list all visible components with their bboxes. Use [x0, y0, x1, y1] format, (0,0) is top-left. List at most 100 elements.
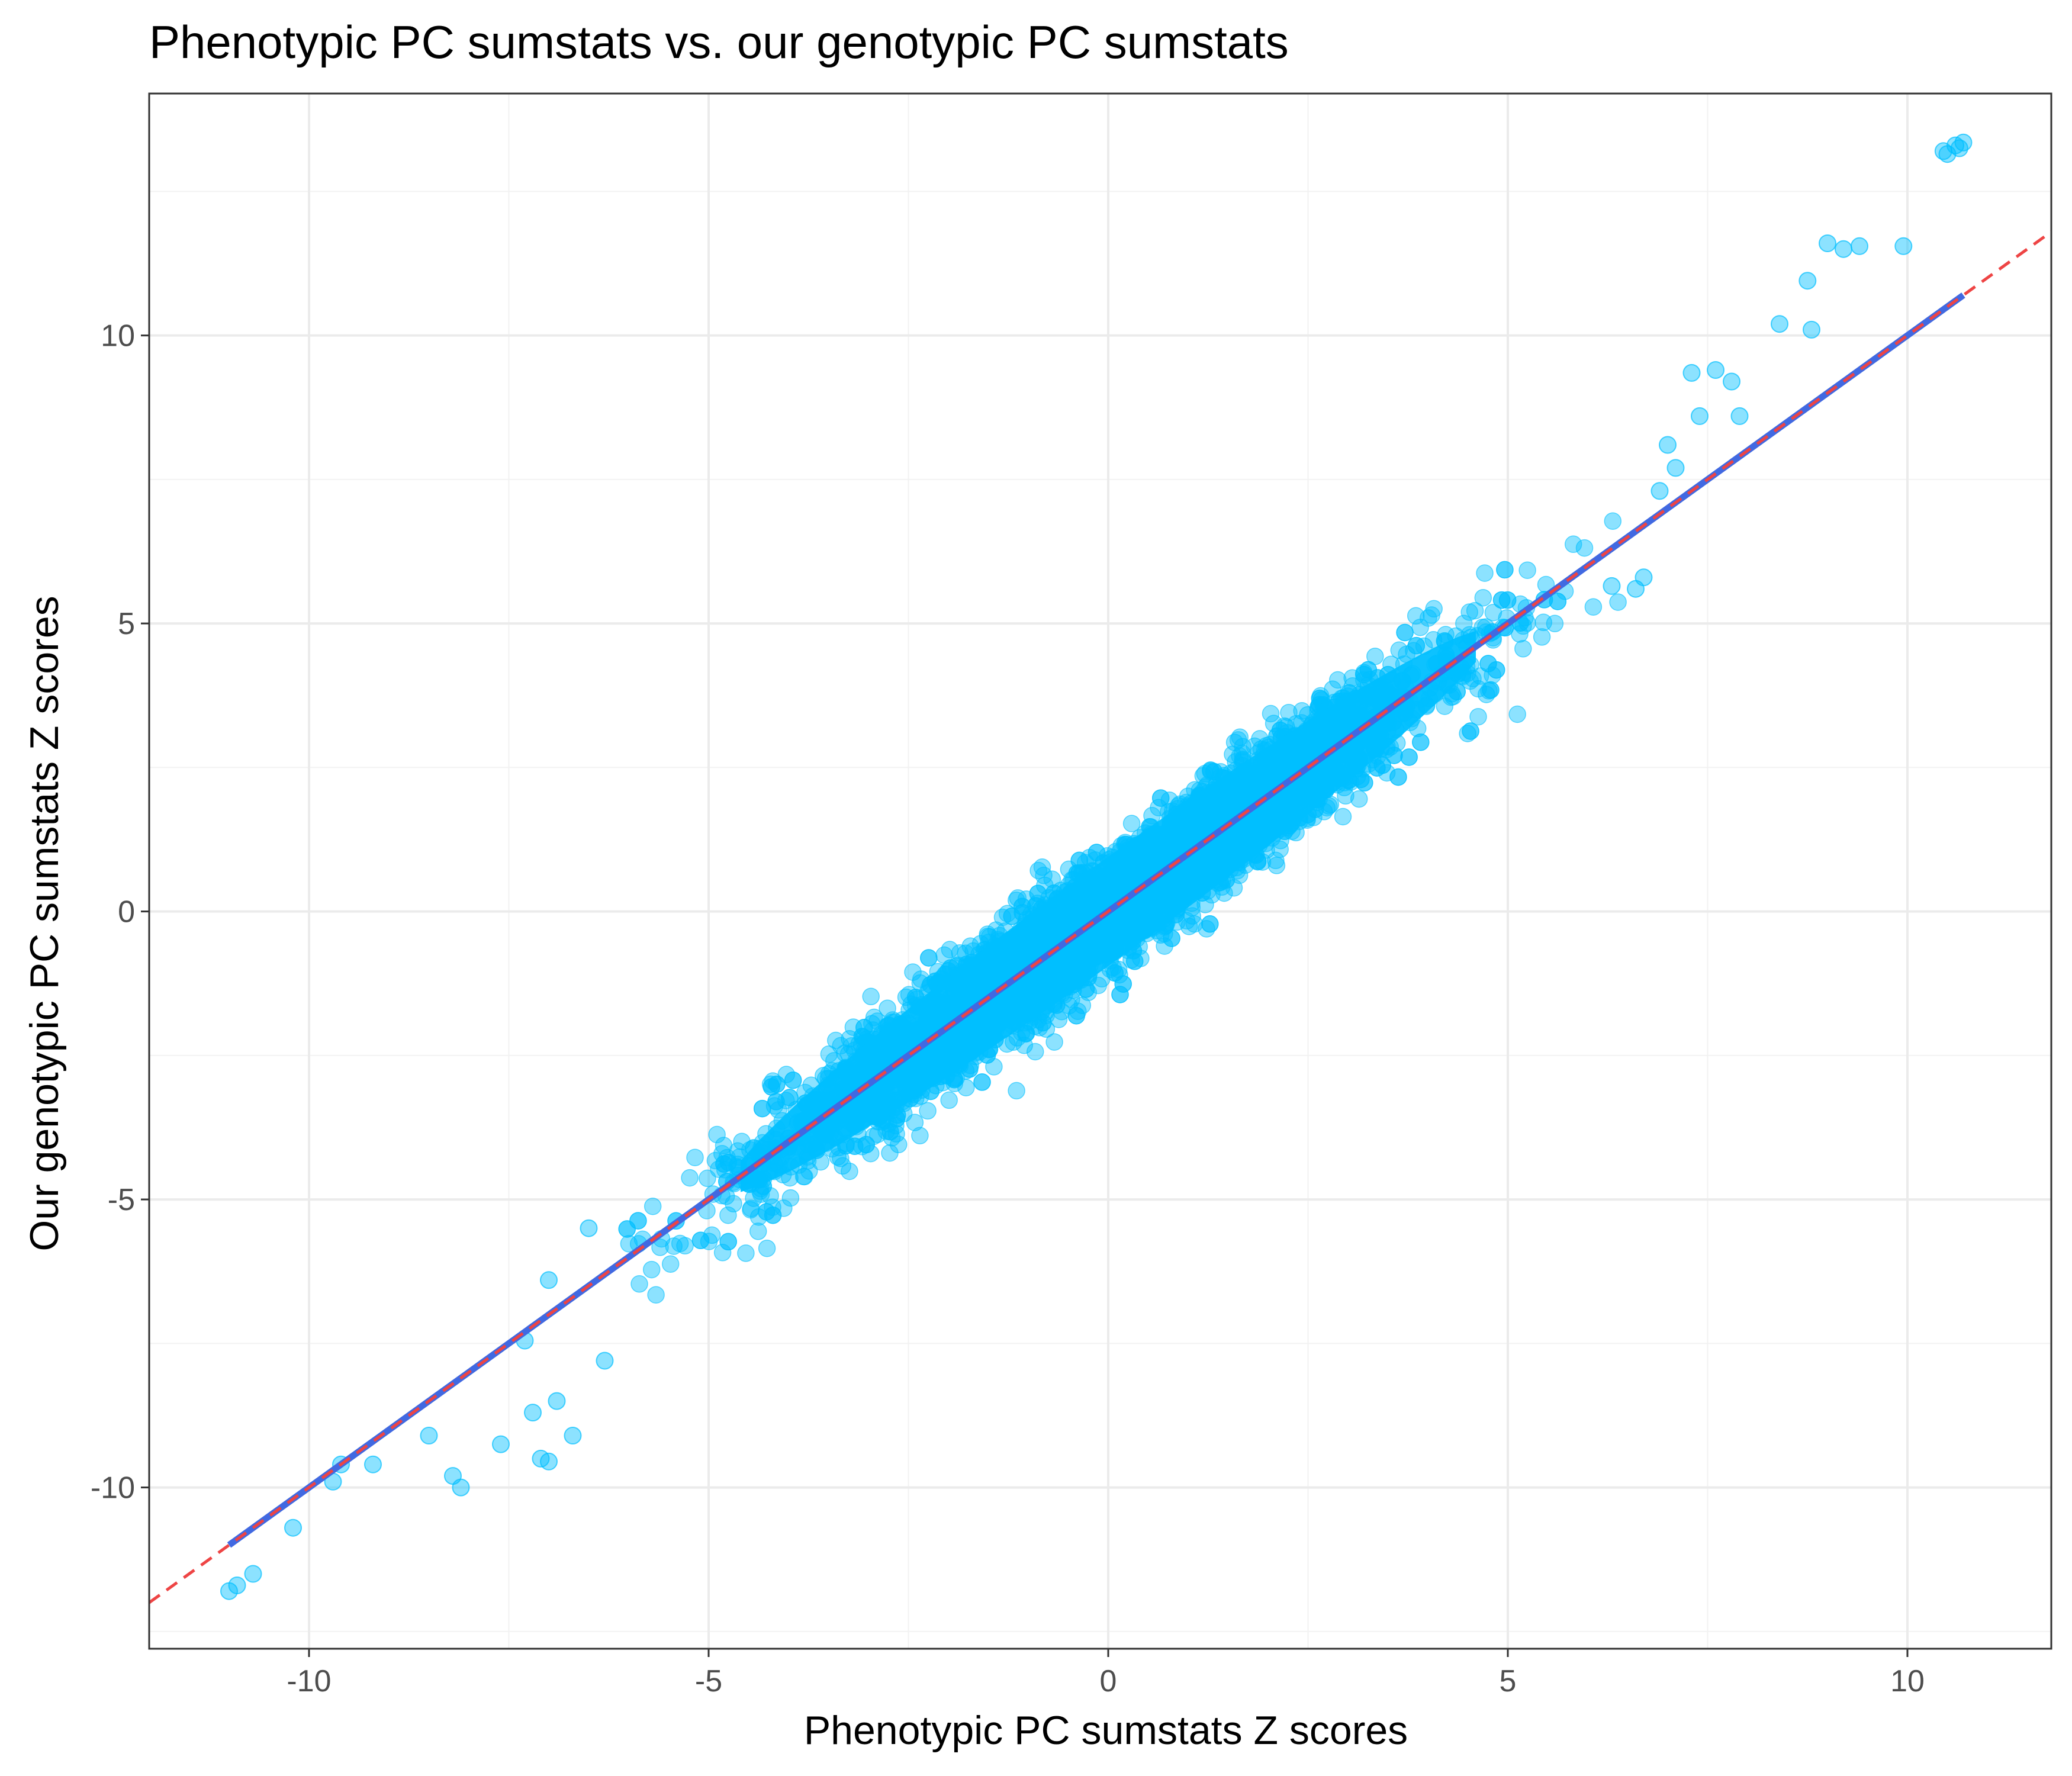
data-point — [686, 1148, 704, 1166]
data-point — [1396, 623, 1414, 642]
data-point — [1609, 593, 1627, 611]
data-point — [834, 1157, 852, 1175]
data-point — [820, 1045, 838, 1063]
data-point — [1196, 896, 1214, 913]
data-point — [1329, 671, 1347, 689]
data-point — [887, 1110, 906, 1128]
data-point — [647, 1286, 665, 1304]
data-point — [1584, 598, 1603, 616]
data-point — [708, 1125, 726, 1144]
data-point — [644, 1197, 662, 1215]
data-point — [1234, 738, 1251, 755]
data-point — [1604, 512, 1622, 530]
data-point — [1026, 1043, 1044, 1061]
data-point — [1334, 807, 1352, 826]
data-point — [661, 1255, 680, 1273]
data-point — [1462, 722, 1479, 740]
data-point — [1460, 603, 1478, 621]
data-point — [993, 908, 1012, 926]
data-point — [651, 1238, 669, 1256]
data-point — [713, 1244, 732, 1262]
data-point — [1151, 789, 1170, 807]
data-point — [979, 925, 996, 943]
data-point — [642, 1260, 661, 1279]
data-point — [758, 1203, 776, 1221]
data-point — [1407, 636, 1426, 655]
data-point — [862, 987, 880, 1006]
data-point — [855, 1019, 873, 1037]
data-point — [1310, 696, 1328, 714]
data-point — [911, 1127, 929, 1145]
data-point — [879, 999, 896, 1017]
data-point — [1156, 937, 1173, 955]
data-point — [1311, 689, 1329, 707]
data-point — [1079, 983, 1098, 1002]
data-point — [1231, 728, 1249, 746]
data-point — [1474, 588, 1492, 607]
data-point — [1008, 1082, 1025, 1100]
data-point — [1419, 609, 1437, 627]
data-point — [1466, 601, 1484, 620]
data-point — [1549, 593, 1567, 610]
data-point — [1067, 1006, 1085, 1025]
data-point — [1045, 1033, 1063, 1051]
grid-layer — [149, 94, 2051, 1649]
data-point — [1293, 702, 1311, 720]
data-point — [753, 1099, 771, 1118]
data-point — [1111, 986, 1129, 1003]
data-point — [781, 1189, 800, 1207]
data-point — [1080, 848, 1099, 867]
data-point — [1350, 790, 1368, 808]
data-point — [1469, 707, 1487, 726]
data-point — [1073, 996, 1092, 1014]
data-point — [1496, 561, 1514, 579]
data-point — [1043, 870, 1061, 888]
data-point — [630, 1275, 648, 1293]
data-point — [1070, 851, 1088, 870]
data-point — [1122, 815, 1141, 832]
data-point — [758, 1239, 776, 1257]
data-point — [1287, 823, 1305, 842]
data-point — [1088, 844, 1106, 861]
data-point — [1231, 747, 1249, 765]
data-point — [1177, 912, 1196, 930]
data-point — [1484, 603, 1502, 622]
data-point — [1564, 535, 1582, 554]
data-point — [1518, 614, 1536, 632]
data-point — [890, 1135, 908, 1154]
data-point — [1003, 907, 1021, 925]
data-point — [749, 1222, 767, 1240]
data-point — [620, 1235, 638, 1253]
data-point — [1198, 920, 1215, 938]
data-point — [883, 1129, 901, 1147]
data-point — [1400, 748, 1418, 766]
data-point — [940, 1091, 958, 1109]
data-point — [719, 1206, 737, 1224]
data-point — [1533, 628, 1551, 646]
data-point — [1253, 853, 1272, 871]
data-point — [1033, 858, 1051, 876]
data-point — [1343, 669, 1361, 687]
data-point — [1183, 907, 1201, 925]
data-point — [861, 1144, 880, 1163]
data-point — [1225, 879, 1243, 897]
data-point — [1262, 704, 1280, 723]
data-point — [973, 1073, 991, 1091]
data-point — [1017, 1024, 1035, 1043]
data-point — [719, 1233, 737, 1251]
data-point — [1546, 614, 1564, 633]
data-point — [1448, 683, 1466, 700]
data-point — [919, 1102, 937, 1120]
data-point — [665, 1237, 683, 1255]
data-point — [1271, 840, 1289, 858]
data-point — [836, 1044, 854, 1062]
data-point — [1514, 640, 1532, 658]
data-point — [1575, 539, 1594, 557]
data-point — [1280, 703, 1298, 722]
data-point — [699, 1169, 716, 1188]
data-point — [737, 1244, 755, 1262]
data-point — [1034, 1014, 1052, 1032]
